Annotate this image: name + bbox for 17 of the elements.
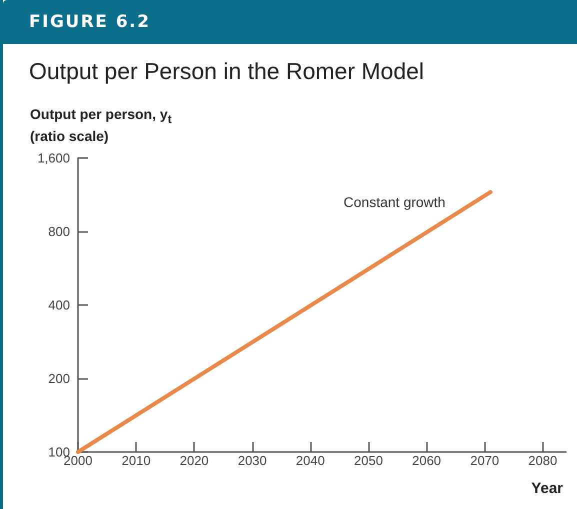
x-tick-label: 2070 <box>470 453 500 468</box>
y-tick-label: 800 <box>48 224 70 239</box>
y-tick-label: 400 <box>48 298 70 312</box>
chart-title: Output per Person in the Romer Model <box>29 58 424 85</box>
y-tick-label: 200 <box>48 371 70 386</box>
x-tick-label: 2060 <box>412 453 442 468</box>
y-tick-label: 1,600 <box>37 150 70 166</box>
x-tick-label: 2030 <box>238 453 267 468</box>
series-label: Constant growth <box>344 194 446 210</box>
text: Output per person, y$_{t}$ (ratio scale) <box>30 106 172 144</box>
x-axis-title: Year <box>531 480 563 497</box>
x-tick-label: 2020 <box>180 453 209 468</box>
x-tick-label: 2050 <box>354 453 383 468</box>
caption: FIGURE 6.2 <box>29 12 150 32</box>
x-tick-label: 2080 <box>528 453 558 468</box>
x-tick-label: 2010 <box>122 453 151 468</box>
x-tick-label: 2040 <box>296 453 325 468</box>
